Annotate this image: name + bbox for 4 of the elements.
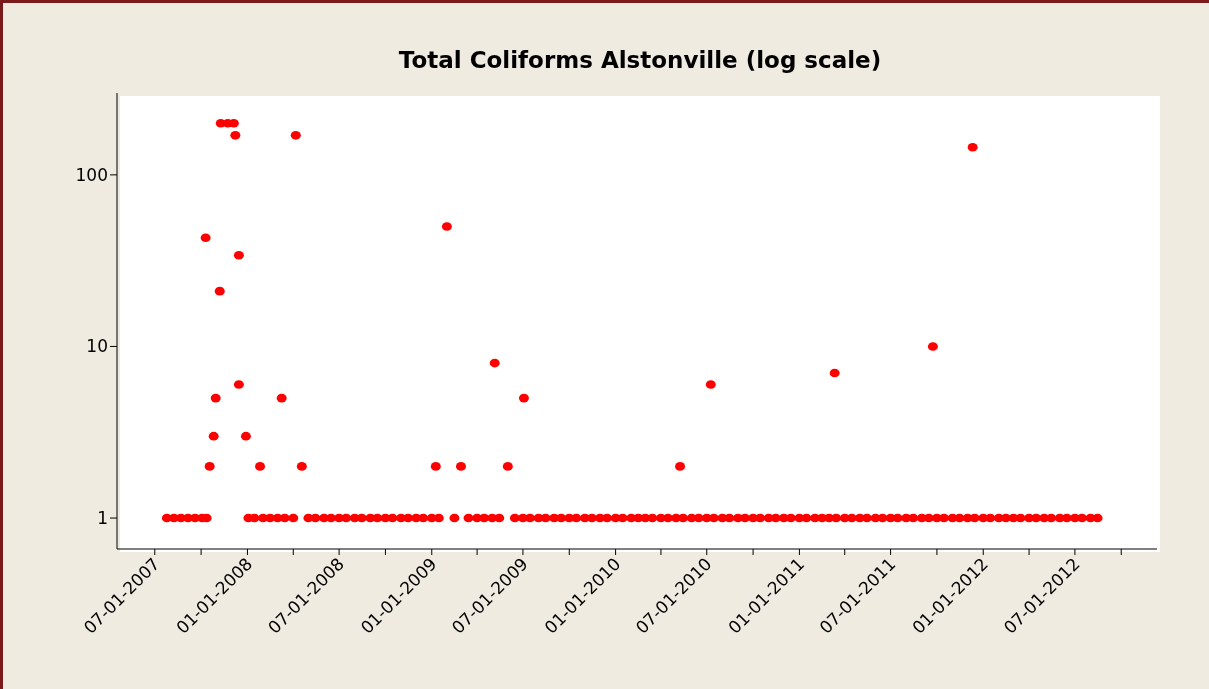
y-tick-label: 100 xyxy=(75,164,108,185)
y-tick-label: 10 xyxy=(86,336,108,357)
chart-title: Total Coliforms Alstonville (log scale) xyxy=(397,47,883,73)
y-tick-label: 1 xyxy=(97,508,108,529)
